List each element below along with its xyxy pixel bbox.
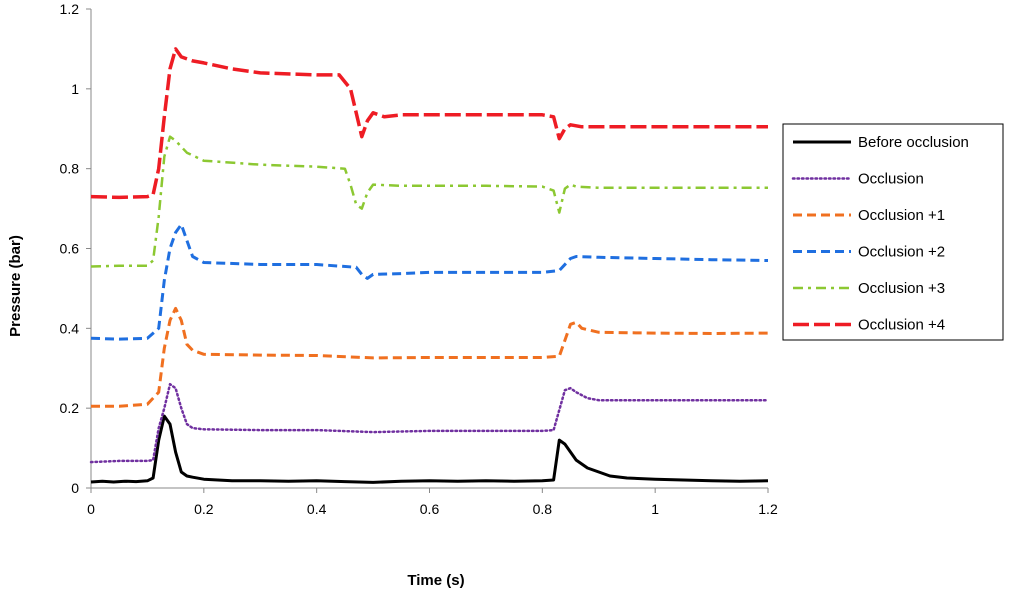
y-tick-label: 0.6 bbox=[60, 241, 80, 257]
y-tick-label: 0.2 bbox=[60, 400, 80, 416]
legend: Before occlusion Occlusion Occlusion +1 Occ… bbox=[782, 123, 1004, 341]
x-axis-title: Time (s) bbox=[407, 572, 464, 589]
y-tick-label: 0 bbox=[71, 480, 79, 496]
x-tick-label: 1.2 bbox=[758, 501, 778, 517]
series-line-4 bbox=[90, 223, 769, 341]
legend-label: Occlusion bbox=[858, 171, 924, 188]
axes bbox=[90, 9, 768, 489]
legend-label: Before occlusion bbox=[858, 134, 969, 151]
y-tick-label: 1 bbox=[71, 81, 79, 97]
legend-label: Occlusion +4 bbox=[858, 317, 945, 334]
x-tick-label: 0.6 bbox=[420, 501, 440, 517]
x-tick-label: 1 bbox=[651, 501, 659, 517]
x-tick-label: 0.2 bbox=[194, 501, 214, 517]
x-tick-label: 0.4 bbox=[307, 501, 327, 517]
x-tick-label: 0.8 bbox=[533, 501, 553, 517]
y-axis-title: Pressure (bar) bbox=[7, 235, 24, 337]
y-tick-label: 0.4 bbox=[60, 320, 80, 336]
legend-label: Occlusion +1 bbox=[858, 207, 945, 224]
legend-label: Occlusion +2 bbox=[858, 244, 945, 261]
series-line-6 bbox=[90, 47, 768, 200]
y-tick-label: 1.2 bbox=[60, 1, 80, 17]
series-line-5 bbox=[90, 135, 768, 268]
legend-box bbox=[782, 123, 1004, 341]
series-line-3 bbox=[91, 306, 769, 408]
series-line-1 bbox=[90, 414, 769, 484]
series-layer bbox=[89, 47, 770, 484]
y-axis-ticks: 0 0.2 0.4 0.6 0.8 1 1.2 bbox=[60, 1, 91, 496]
series-line-2 bbox=[89, 382, 770, 464]
x-tick-label: 0 bbox=[87, 501, 95, 517]
x-axis-ticks: 0 0.2 0.4 0.6 0.8 1 1.2 bbox=[87, 488, 778, 517]
y-tick-label: 0.8 bbox=[60, 161, 80, 177]
legend-label: Occlusion +3 bbox=[858, 280, 945, 297]
